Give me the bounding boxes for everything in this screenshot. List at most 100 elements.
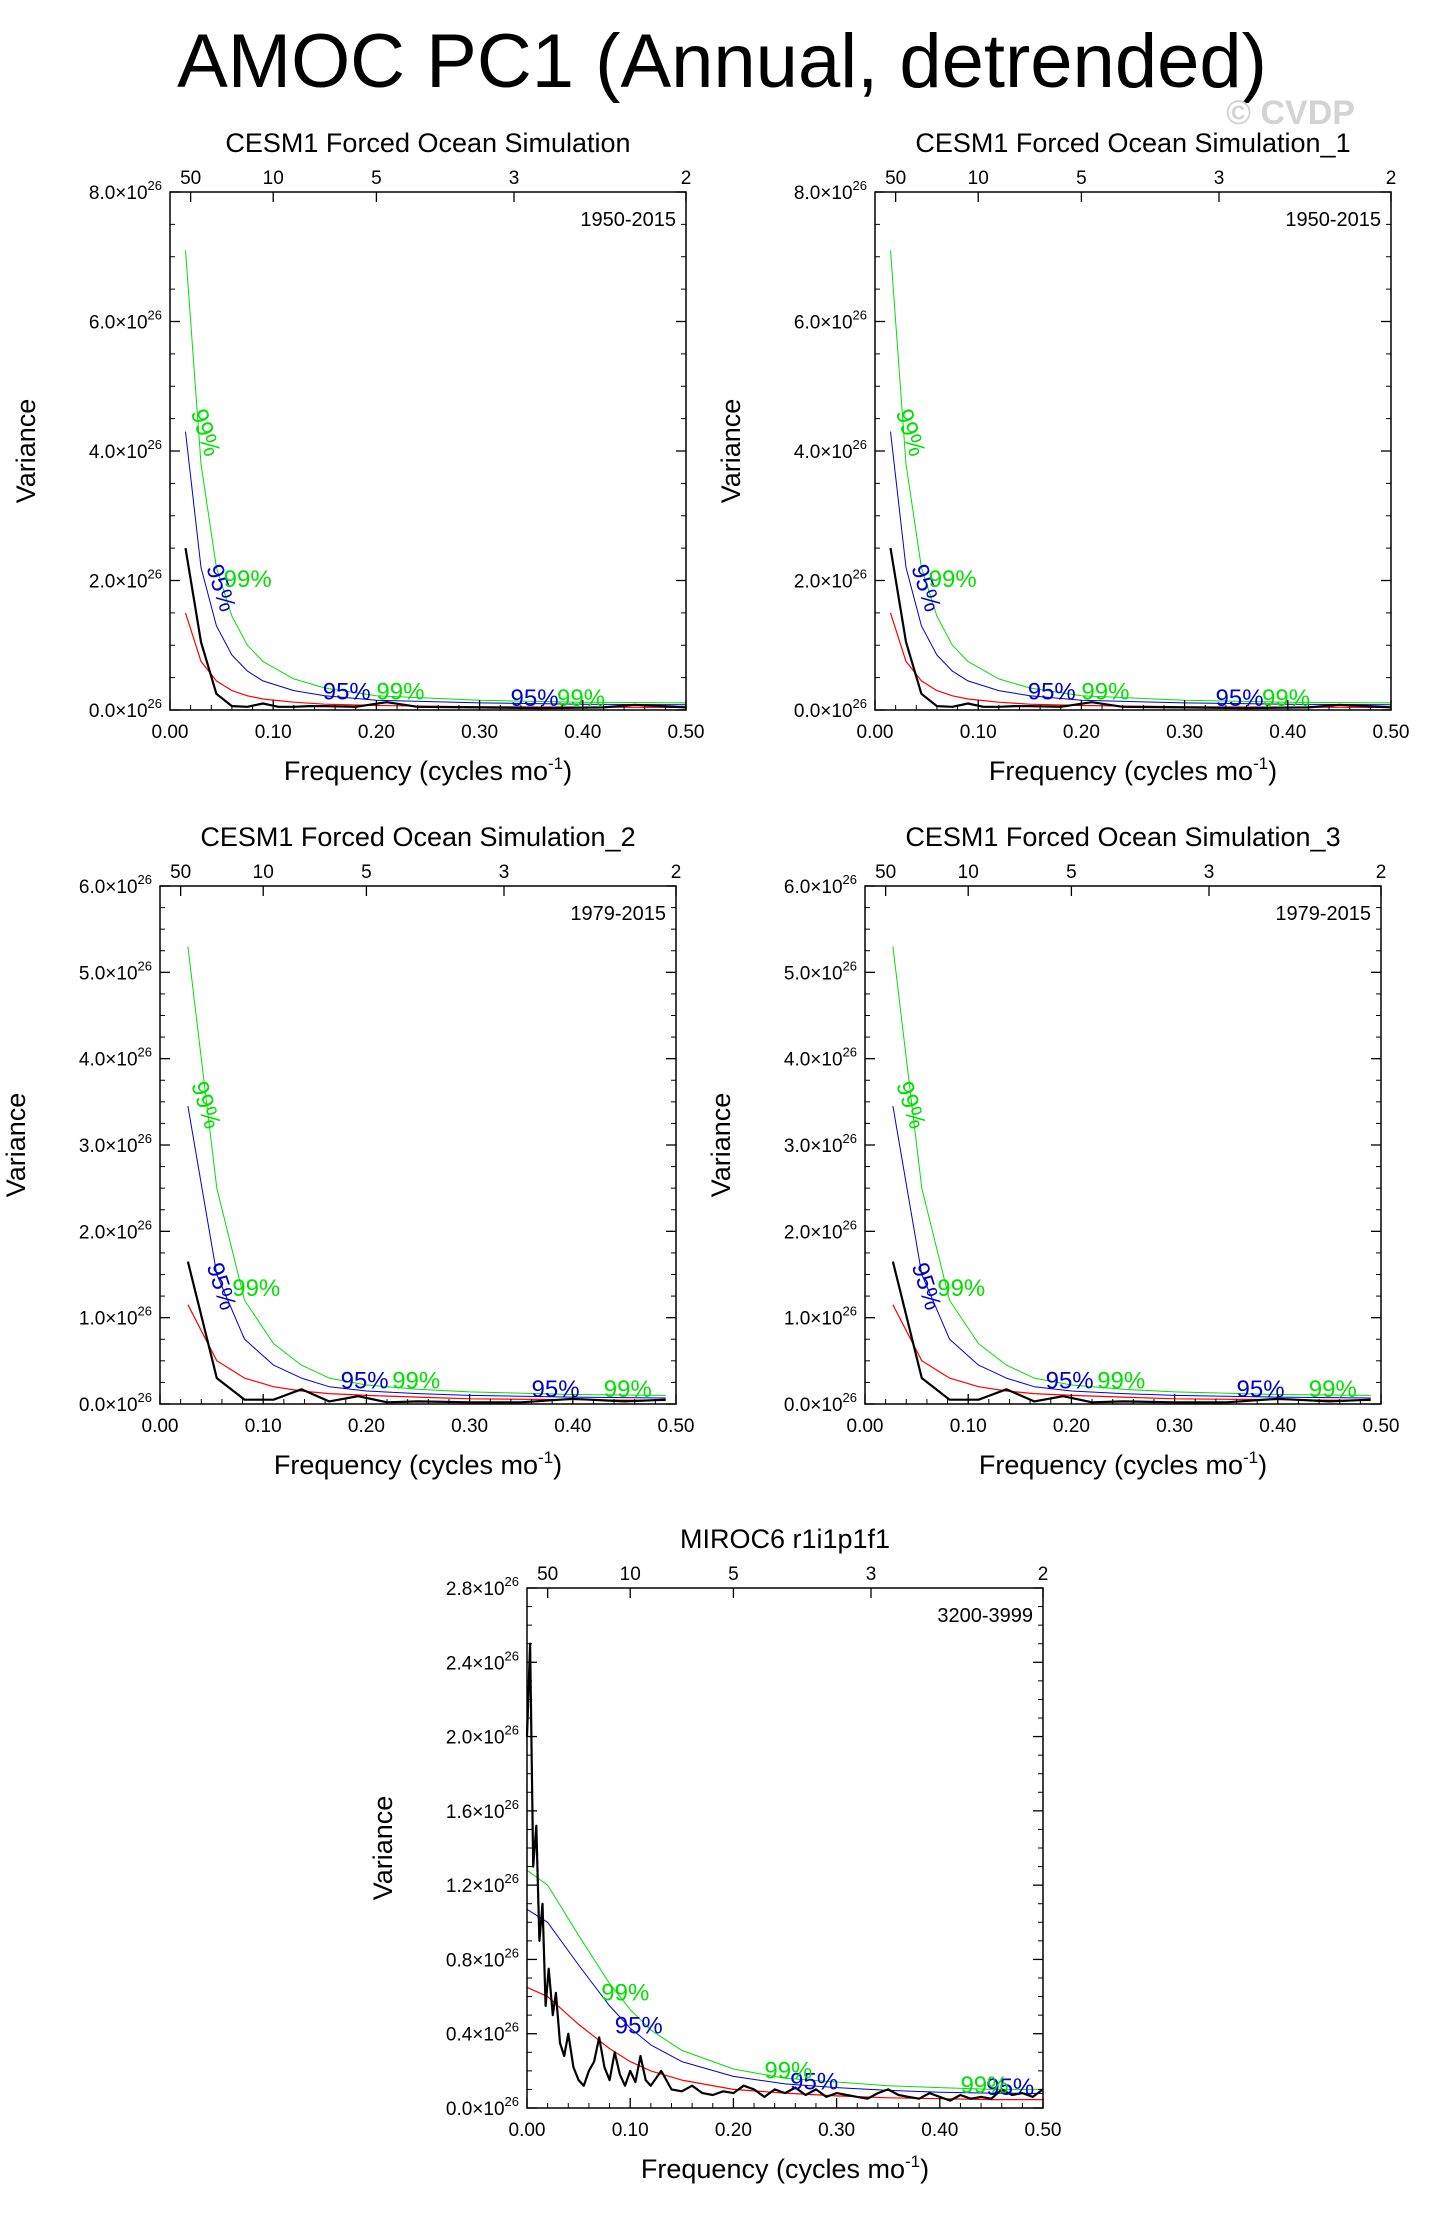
x-tick-label: 0.20 — [1063, 722, 1100, 743]
series-line-sig95 — [890, 431, 1392, 706]
x-tick-label: 0.50 — [1025, 2120, 1062, 2141]
y-tick-label: 4.0×1026 — [794, 437, 867, 463]
significance-label-99: 99% — [604, 1376, 652, 1403]
y-tick-label: 2.4×1026 — [446, 1648, 519, 1674]
significance-label-99: 99% — [224, 566, 272, 593]
y-tick-label: 5.0×1026 — [784, 958, 857, 984]
period-tick-label: 50 — [875, 862, 896, 883]
x-tick-label: 0.00 — [152, 722, 189, 743]
significance-label-95: 95% — [1216, 685, 1264, 712]
period-tick-label: 10 — [263, 168, 284, 189]
period-tick-label: 10 — [253, 862, 274, 883]
significance-label-99: 99% — [1309, 1376, 1357, 1403]
y-tick-label: 5.0×1026 — [79, 958, 152, 984]
x-tick-label: 0.00 — [142, 1416, 179, 1437]
x-tick-label: 0.20 — [1053, 1416, 1090, 1437]
x-tick-label: 0.20 — [715, 2120, 752, 2141]
series-line-sig95 — [187, 1106, 666, 1399]
period-label: 1979-2015 — [570, 903, 666, 925]
chart-panel-2: CESM1 Forced Ocean Simulation_1 1950-2015… — [716, 128, 1410, 786]
significance-label-95: 95% — [1028, 679, 1076, 706]
period-tick-label: 10 — [620, 1564, 641, 1585]
significance-label-99: 99% — [557, 685, 605, 712]
significance-label-95: 95% — [615, 2013, 663, 2040]
significance-label-95: 95% — [986, 2074, 1034, 2101]
y-tick-label: 6.0×1026 — [784, 872, 857, 898]
y-tick-label: 8.0×1026 — [89, 178, 162, 204]
significance-label-95: 95% — [323, 679, 371, 706]
watermark: © CVDP — [1226, 94, 1355, 132]
x-tick-label: 0.50 — [668, 722, 705, 743]
chart-title: CESM1 Forced Ocean Simulation_1 — [915, 128, 1350, 158]
y-axis-label: Variance — [11, 399, 41, 504]
significance-label-99: 99% — [376, 679, 424, 706]
chart-panel-3: CESM1 Forced Ocean Simulation_2 1979-2015… — [1, 822, 694, 1480]
x-tick-label: 0.40 — [1269, 722, 1306, 743]
x-tick-label: 0.10 — [255, 722, 292, 743]
significance-label-95: 95% — [511, 685, 559, 712]
x-tick-label: 0.40 — [1259, 1416, 1296, 1437]
figure-title: AMOC PC1 (Annual, detrended) — [177, 19, 1267, 104]
period-tick-label: 3 — [866, 1564, 877, 1585]
period-tick-label: 50 — [885, 168, 906, 189]
series-line-spectrum — [184, 547, 687, 710]
significance-label-95: 95% — [532, 1376, 580, 1403]
series-line-sig99 — [185, 250, 687, 704]
series-line-spectrum — [891, 1261, 1371, 1404]
x-tick-label: 0.50 — [1373, 722, 1410, 743]
y-tick-label: 1.0×1026 — [784, 1304, 857, 1330]
significance-label-99: 99% — [937, 1275, 985, 1302]
x-tick-label: 0.00 — [857, 722, 894, 743]
significance-label-99: 99% — [764, 2057, 812, 2084]
series-line-sig99 — [526, 1869, 1043, 2090]
y-axis-label: Variance — [1, 1093, 31, 1198]
y-tick-label: 3.0×1026 — [784, 1131, 857, 1157]
significance-label-99: 99% — [1097, 1367, 1145, 1394]
period-label: 3200-3999 — [937, 1605, 1033, 1627]
significance-label-99: 99% — [1081, 679, 1129, 706]
period-tick-label: 5 — [371, 168, 382, 189]
y-axis-label: Variance — [706, 1093, 736, 1198]
y-axis-label: Variance — [716, 399, 746, 504]
x-tick-label: 0.10 — [950, 1416, 987, 1437]
chart-panel-1: CESM1 Forced Ocean Simulation 1950-2015 95… — [11, 128, 705, 786]
period-tick-label: 2 — [1386, 168, 1397, 189]
x-tick-label: 0.40 — [921, 2120, 958, 2141]
period-tick-label: 2 — [1376, 862, 1387, 883]
x-tick-label: 0.10 — [612, 2120, 649, 2141]
period-tick-label: 5 — [1076, 168, 1087, 189]
x-tick-label: 0.20 — [348, 1416, 385, 1437]
series-line-red-noise — [889, 612, 1392, 709]
series-line-sig99 — [890, 250, 1392, 704]
period-tick-label: 10 — [968, 168, 989, 189]
series-line-sig95 — [185, 431, 687, 706]
series-line-red-noise — [187, 1304, 666, 1402]
significance-label-99: 99% — [929, 566, 977, 593]
series-line-red-noise — [526, 1986, 1043, 2101]
period-label: 1950-2015 — [1285, 209, 1381, 231]
period-tick-label: 3 — [1204, 862, 1215, 883]
y-tick-label: 2.0×1026 — [89, 567, 162, 593]
series-line-red-noise — [892, 1304, 1371, 1402]
x-axis-label: Frequency (cycles mo-1) — [284, 754, 572, 786]
x-axis-label: Frequency (cycles mo-1) — [989, 754, 1277, 786]
period-tick-label: 3 — [1214, 168, 1225, 189]
period-tick-label: 5 — [1066, 862, 1077, 883]
y-tick-label: 0.8×1026 — [446, 1945, 519, 1971]
chart-title: CESM1 Forced Ocean Simulation_3 — [905, 822, 1340, 852]
x-tick-label: 0.40 — [554, 1416, 591, 1437]
significance-label-99: 99% — [601, 1979, 649, 2006]
x-tick-label: 0.40 — [564, 722, 601, 743]
series-line-sig95 — [526, 1908, 1044, 2094]
significance-label-95: 95% — [1046, 1367, 1094, 1394]
period-label: 1979-2015 — [1275, 903, 1371, 925]
series-line-sig95 — [892, 1106, 1371, 1399]
significance-label-99: 99% — [392, 1367, 440, 1394]
y-tick-label: 0.0×1026 — [794, 696, 867, 722]
series-line-sig99 — [892, 946, 1371, 1396]
series-line-sig99 — [187, 946, 666, 1396]
series-line-red-noise — [184, 612, 687, 709]
y-tick-label: 0.0×1026 — [446, 2094, 519, 2120]
chart-title: MIROC6 r1i1p1f1 — [680, 1524, 890, 1554]
